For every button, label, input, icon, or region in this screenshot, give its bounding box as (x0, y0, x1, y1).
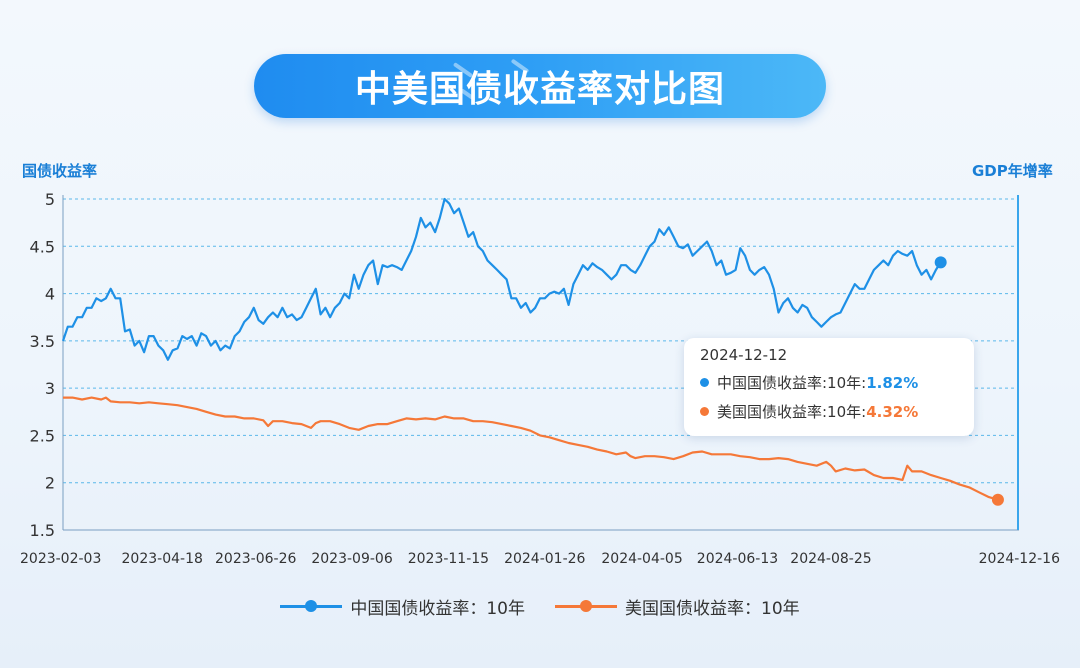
china-dot-icon (700, 378, 709, 387)
us-end-marker (991, 493, 1004, 506)
y-tick-label: 1.5 (30, 521, 55, 540)
x-tick-label: 2023-06-26 (215, 551, 296, 567)
x-tick-label: 2023-11-15 (408, 551, 489, 567)
us-yield-line (63, 396, 999, 501)
x-tick-label: 2024-12-16 (979, 551, 1060, 567)
china-yield-line (61, 197, 942, 361)
tooltip-label-us: 美国国债收益率:10年: (717, 403, 867, 421)
tooltip-date: 2024-12-12 (700, 346, 788, 364)
y-tick-label: 2.5 (30, 426, 55, 445)
data-tooltip: 2024-12-12 中国国债收益率:10年: 1.82% 美国国债收益率:10… (684, 338, 974, 436)
legend-swatch-us (555, 594, 617, 618)
x-tick-label: 2024-06-13 (697, 551, 778, 567)
legend-label-us: 美国国债收益率：10年 (625, 598, 800, 619)
x-tick-label: 2023-02-03 (20, 551, 101, 567)
y-tick-label: 3 (45, 379, 55, 398)
tooltip-row-us: 美国国债收益率:10年: 4.32% (700, 401, 918, 422)
chart-title: 中美国债收益率对比图 (354, 69, 725, 110)
x-tick-label: 2024-01-26 (504, 551, 585, 567)
us-dot-icon (700, 407, 709, 416)
tooltip-value-china: 1.82% (866, 373, 919, 392)
legend-label-china: 中国国债收益率：10年 (350, 598, 525, 619)
y-tick-label: 5 (45, 190, 55, 209)
chart-legend: 中国国债收益率：10年 美国国债收益率：10年 (0, 594, 1080, 619)
legend-item-us[interactable]: 美国国债收益率：10年 (555, 594, 800, 619)
y-tick-label: 4.5 (30, 237, 55, 256)
tooltip-value-us: 4.32% (866, 402, 919, 421)
tooltip-row-china: 中国国债收益率:10年: 1.82% (700, 372, 918, 393)
legend-item-china[interactable]: 中国国债收益率：10年 (280, 594, 525, 619)
y-tick-label: 4 (45, 285, 55, 304)
y-tick-label: 2 (45, 474, 55, 493)
tooltip-label-china: 中国国债收益率:10年: (717, 374, 867, 392)
x-tick-label: 2024-04-05 (601, 551, 682, 567)
y-tick-label: 3.5 (30, 332, 55, 351)
left-axis-title: 国债收益率 (22, 162, 98, 180)
title-banner: 中美国债收益率对比图 (254, 54, 826, 118)
x-tick-label: 2024-08-25 (790, 551, 871, 567)
right-axis-title: GDP年增率 (972, 162, 1053, 180)
legend-swatch-china (280, 594, 343, 618)
china-end-marker (934, 256, 947, 269)
x-tick-label: 2023-04-18 (122, 551, 203, 567)
x-tick-label: 2023-09-06 (311, 551, 392, 567)
